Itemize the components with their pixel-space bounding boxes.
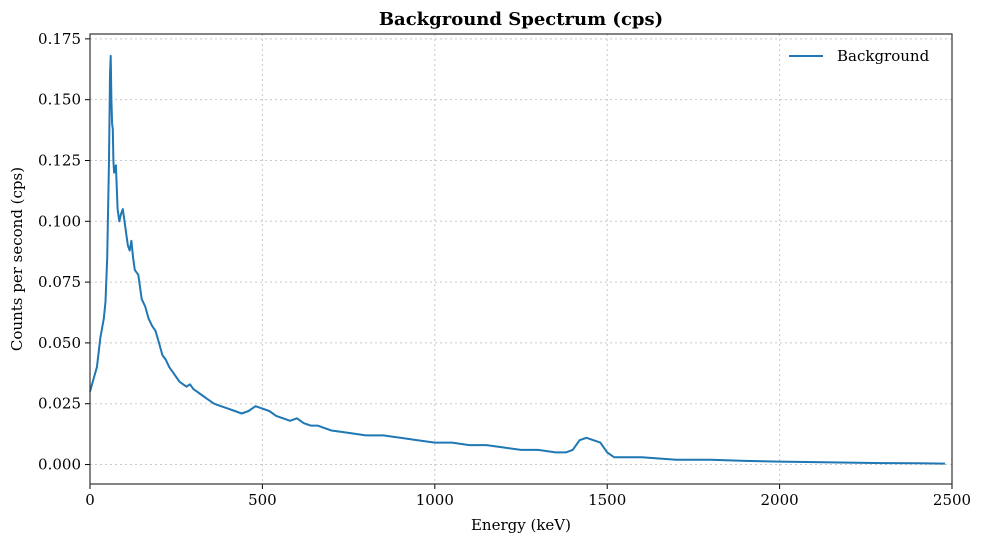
x-tick-label: 2500	[933, 491, 971, 509]
y-tick-label: 0.025	[38, 395, 81, 413]
series-layer	[89, 54, 946, 465]
x-axis-title: Energy (keV)	[471, 516, 571, 534]
y-tick-label: 0.000	[38, 456, 81, 474]
grid	[90, 34, 952, 484]
x-tick-label: 1000	[416, 491, 454, 509]
y-tick-label: 0.175	[38, 30, 81, 48]
plot-frame	[89, 33, 953, 485]
y-tick-label: 0.100	[38, 212, 81, 230]
y-tick-label: 0.050	[38, 334, 81, 352]
ticks: 0 500 1000 1500 2000 2500 0.000 0.025 0.050 0.075…	[38, 30, 971, 509]
y-axis-title: Counts per second (cps)	[8, 167, 26, 351]
x-tick-label: 0	[85, 491, 95, 509]
y-tick-label: 0.075	[38, 273, 81, 291]
y-tick-label: 0.150	[38, 91, 81, 109]
x-tick-label: 500	[248, 491, 277, 509]
y-tick-label: 0.125	[38, 151, 81, 169]
series-line-background	[89, 54, 946, 465]
legend-label-background: Background	[837, 47, 930, 65]
x-tick-label: 1500	[588, 491, 626, 509]
chart-title: Background Spectrum (cps)	[379, 9, 663, 30]
x-tick-label: 2000	[761, 491, 799, 509]
legend: Background	[789, 47, 930, 65]
